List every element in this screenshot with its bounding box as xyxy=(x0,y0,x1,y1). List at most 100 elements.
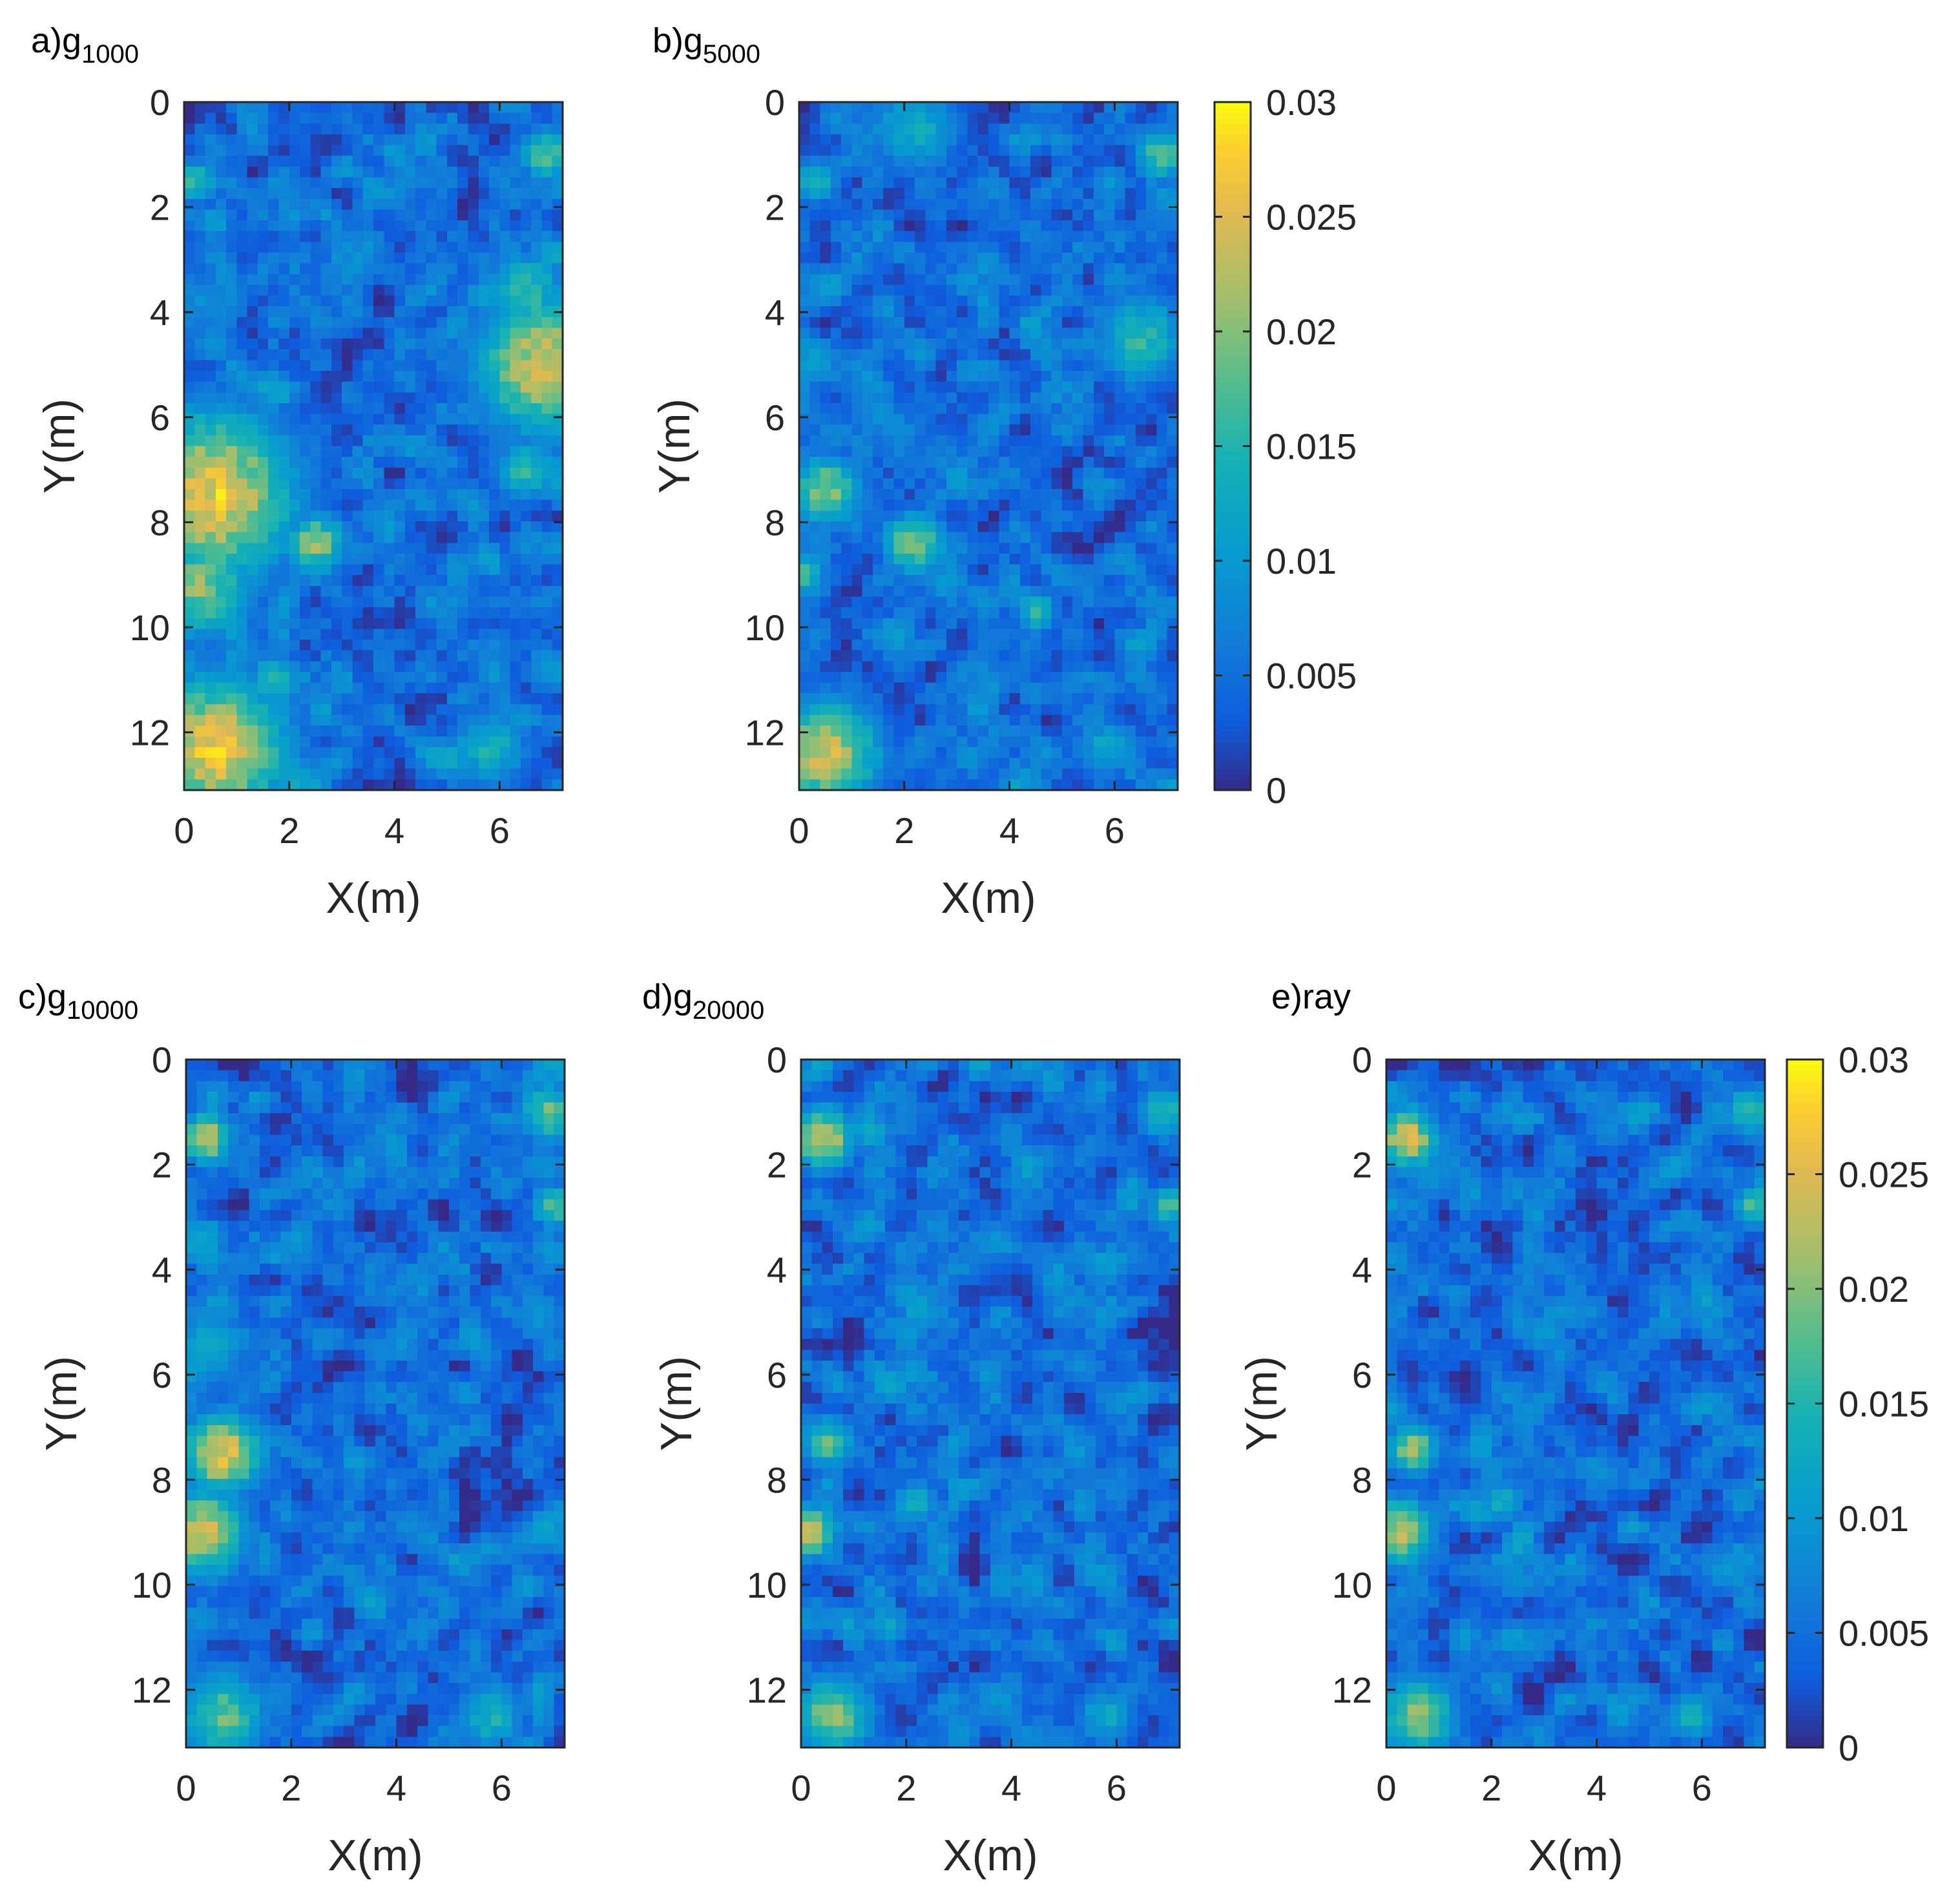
heatmap-cell xyxy=(196,1081,208,1092)
heatmap-cell xyxy=(915,349,926,360)
heatmap-cell xyxy=(1114,177,1126,189)
heatmap-cell xyxy=(1030,284,1041,297)
heatmap-cell xyxy=(904,564,915,576)
heatmap-cell xyxy=(1114,339,1126,350)
heatmap-cell xyxy=(331,371,342,382)
heatmap-cell xyxy=(1156,489,1168,501)
heatmap-cell xyxy=(457,349,469,360)
heatmap-cell xyxy=(289,650,300,662)
heatmap-cell xyxy=(925,629,937,640)
heatmap-cell xyxy=(415,263,426,275)
heatmap-cell xyxy=(352,629,364,640)
heatmap-cell xyxy=(531,123,543,135)
heatmap-cell xyxy=(893,585,905,598)
heatmap-cell xyxy=(446,198,458,211)
heatmap-cell xyxy=(1125,123,1136,135)
heatmap-cell xyxy=(1030,564,1041,576)
heatmap-cell xyxy=(1114,263,1126,275)
heatmap-cell xyxy=(320,220,332,232)
heatmap-cell xyxy=(957,629,968,640)
heatmap-cell xyxy=(215,543,227,554)
heatmap-cell xyxy=(289,134,300,146)
heatmap-cell xyxy=(1030,693,1041,705)
heatmap-cell xyxy=(915,704,926,716)
heatmap-cell xyxy=(300,618,311,629)
heatmap-cell xyxy=(404,274,416,286)
heatmap-cell xyxy=(1061,328,1073,339)
heatmap-cell xyxy=(300,585,311,598)
heatmap-cell xyxy=(1072,640,1084,651)
heatmap-cell xyxy=(1167,671,1178,684)
heatmap-cell xyxy=(1156,704,1168,716)
heatmap-cell xyxy=(426,478,437,490)
heatmap-cell xyxy=(406,1070,418,1081)
heatmap-cell xyxy=(552,156,563,167)
heatmap-cell xyxy=(384,704,395,716)
heatmap-cell xyxy=(904,543,915,554)
heatmap-cell xyxy=(967,736,979,748)
heatmap-cell xyxy=(893,693,905,705)
heatmap-cell xyxy=(489,629,500,640)
heatmap-cell xyxy=(278,510,290,522)
heatmap-cell xyxy=(394,575,406,587)
heatmap-cell xyxy=(426,650,437,662)
heatmap-cell xyxy=(436,585,448,598)
heatmap-cell xyxy=(236,220,248,232)
heatmap-cell xyxy=(478,704,490,716)
heatmap-cell xyxy=(236,413,248,425)
heatmap-cell xyxy=(404,371,416,382)
heatmap-cell xyxy=(446,650,458,662)
heatmap-cell xyxy=(552,339,563,350)
heatmap-cell xyxy=(520,693,532,705)
heatmap-cell xyxy=(236,747,248,758)
heatmap-cell xyxy=(1083,274,1094,286)
heatmap-cell xyxy=(268,112,280,124)
heatmap-cell xyxy=(478,553,490,565)
heatmap-cell xyxy=(935,768,947,780)
heatmap-cell xyxy=(394,209,406,221)
x-tick-label: 6 xyxy=(1105,810,1125,851)
heatmap-cell xyxy=(384,467,395,479)
heatmap-cell xyxy=(925,231,937,242)
heatmap-cell xyxy=(257,715,269,726)
heatmap-cell xyxy=(541,424,553,436)
heatmap-cell xyxy=(436,188,448,200)
heatmap-cell xyxy=(851,402,863,415)
heatmap-cell xyxy=(1072,166,1084,178)
heatmap-cell xyxy=(999,768,1010,780)
heatmap-cell xyxy=(1009,510,1021,522)
heatmap-cell xyxy=(1009,166,1021,178)
heatmap-cell xyxy=(1125,575,1136,587)
heatmap-cell xyxy=(883,553,895,565)
heatmap-cell xyxy=(1104,489,1115,501)
heatmap-cell xyxy=(1072,381,1084,393)
heatmap-cell xyxy=(342,736,353,748)
heatmap-cell xyxy=(520,156,532,167)
heatmap-cell xyxy=(457,564,469,576)
heatmap-cell xyxy=(809,188,821,200)
heatmap-cell xyxy=(1104,392,1115,404)
heatmap-cell xyxy=(436,295,448,307)
heatmap-cell xyxy=(872,284,884,297)
heatmap-cell xyxy=(194,339,206,350)
heatmap-cell xyxy=(247,284,258,297)
heatmap-cell xyxy=(988,317,999,329)
heatmap-cell xyxy=(236,510,248,522)
heatmap-cell xyxy=(1104,435,1115,447)
heatmap-cell xyxy=(226,640,237,651)
heatmap-cell xyxy=(872,457,884,468)
heatmap-cell xyxy=(268,575,280,587)
heatmap-cell xyxy=(883,274,895,286)
heatmap-cell xyxy=(1104,585,1115,598)
heatmap-cell xyxy=(1072,532,1084,543)
heatmap-cell xyxy=(300,284,311,297)
heatmap-cell xyxy=(247,188,258,200)
heatmap-cell xyxy=(489,489,500,501)
heatmap-cell xyxy=(1125,284,1136,297)
heatmap-cell xyxy=(1114,607,1126,619)
heatmap-cell xyxy=(436,112,448,124)
heatmap-cell xyxy=(289,381,300,393)
heatmap-cell xyxy=(205,339,216,350)
heatmap-cell xyxy=(478,768,490,780)
heatmap-cell xyxy=(489,736,500,748)
